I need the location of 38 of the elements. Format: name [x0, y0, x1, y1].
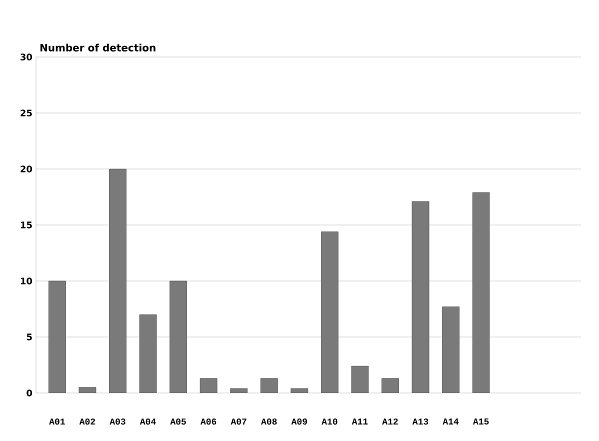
y-tick-label: 0 [26, 390, 32, 396]
bar [351, 366, 369, 393]
x-tick-label: A04 [140, 418, 156, 425]
bar [290, 388, 308, 393]
bar [200, 378, 218, 393]
y-axis-title: Number of detection [40, 44, 156, 52]
bar [230, 388, 248, 393]
bar [109, 168, 126, 393]
x-tick-label: A12 [382, 418, 398, 425]
x-tick-label: A09 [291, 418, 307, 425]
x-tick-label: A15 [472, 418, 489, 425]
bar [442, 306, 460, 393]
bar [320, 232, 338, 393]
x-tick-label: A11 [352, 418, 368, 424]
x-tick-label: A05 [170, 418, 186, 425]
x-tick-label: A14 [442, 418, 459, 424]
bar [78, 387, 96, 393]
x-tick-label: A01 [49, 418, 65, 425]
y-tick-label: 25 [20, 110, 32, 116]
bar [139, 314, 157, 393]
y-tick-label: 10 [20, 278, 32, 284]
x-tick-label: A06 [200, 418, 216, 425]
y-tick-label: 20 [20, 166, 32, 172]
x-tick-label: A03 [110, 418, 126, 425]
y-tick-label: 30 [20, 54, 32, 60]
bar [382, 378, 399, 393]
x-tick-label: A08 [261, 418, 277, 425]
bar [260, 378, 278, 393]
y-tick-label: 15 [20, 222, 32, 228]
x-tick-label: A07 [230, 418, 246, 425]
bar [48, 280, 66, 393]
bar [412, 201, 430, 393]
x-tick-label: A13 [412, 418, 428, 425]
bar [472, 192, 490, 393]
y-tick-label: 5 [26, 334, 32, 340]
x-tick-label: A10 [322, 418, 338, 425]
x-tick-label: A02 [79, 418, 96, 425]
bar [170, 280, 188, 393]
